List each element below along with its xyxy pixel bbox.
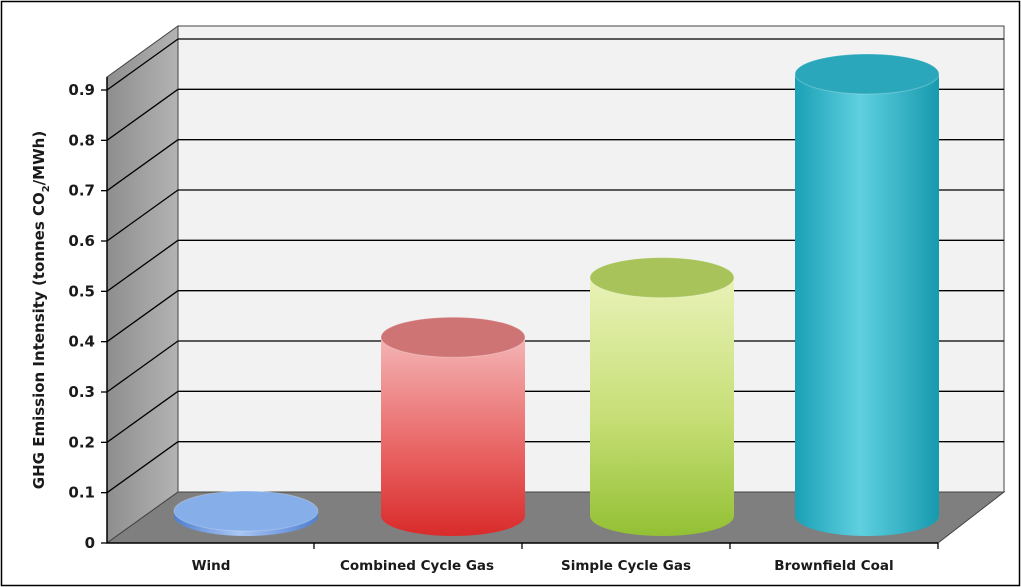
y-tick-label: 0.2: [68, 433, 95, 451]
gridline-diagonal: [106, 189, 179, 242]
bar: [794, 53, 940, 536]
gridline-diagonal: [106, 290, 179, 343]
side-wall: [106, 25, 179, 544]
gridline-diagonal: [106, 441, 179, 494]
bar-body: [590, 277, 734, 536]
x-category-label: Wind: [192, 558, 231, 574]
y-tick-label: 0.3: [68, 383, 95, 401]
gridline-diagonal: [106, 38, 179, 91]
gridline-diagonal: [106, 139, 179, 192]
x-category-label: Brownfield Coal: [774, 558, 893, 574]
y-axis-title-tail: /MWh): [30, 131, 48, 186]
y-tick-label: 0.8: [68, 131, 95, 149]
bars: [173, 53, 940, 536]
category-labels: Wind Combined Cycle Gas Simple Cycle Gas Br…: [192, 543, 939, 574]
y-tick-label: 0: [85, 534, 95, 552]
bar-top: [173, 490, 319, 532]
bar-top: [794, 53, 940, 95]
bar: [173, 490, 319, 536]
bar-body: [795, 73, 939, 536]
y-axis-title-main: GHG Emission Intensity (tonnes CO: [30, 192, 48, 489]
bar-top: [380, 316, 526, 358]
y-axis-title: GHG Emission Intensity (tonnes CO2/MWh): [30, 131, 52, 489]
x-category-label: Simple Cycle Gas: [561, 558, 691, 574]
y-tick-label: 0.1: [68, 484, 95, 502]
bar-top: [589, 257, 735, 299]
x-category-label: Combined Cycle Gas: [340, 558, 494, 574]
gridline-diagonal: [106, 390, 179, 443]
bar-body: [381, 337, 525, 536]
y-axis-title-subscript: 2: [41, 185, 52, 192]
bar: [589, 257, 735, 536]
y-tick-label: 0.9: [68, 81, 95, 99]
y-tick-label: 0.5: [68, 282, 95, 300]
y-tick-label: 0.7: [68, 182, 95, 200]
gridline-diagonal: [106, 239, 179, 292]
y-tick-label: 0.4: [68, 333, 95, 351]
gridline-diagonal: [106, 88, 179, 141]
gridline-diagonal: [106, 340, 179, 393]
y-tick-label: 0.6: [68, 232, 95, 250]
y-tick-labels: 0 0.1 0.2 0.3 0.4 0.5 0.6 0.7 0.8 0.9: [68, 81, 107, 552]
bar: [380, 316, 526, 536]
